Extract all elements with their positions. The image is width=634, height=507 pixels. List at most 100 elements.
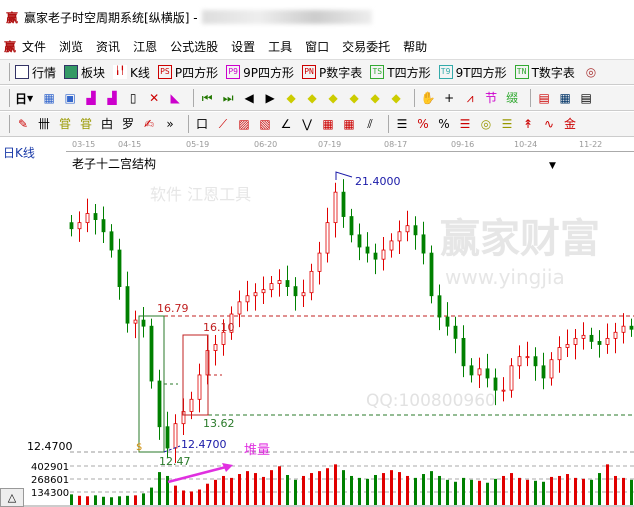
more-icon[interactable]: » <box>166 117 174 131</box>
calculator-icon[interactable]: ▦ <box>559 91 571 105</box>
angle-icon[interactable]: ∠ <box>280 117 292 131</box>
toolbar-button[interactable]: T9 9T四方形 <box>438 64 507 81</box>
menu-item[interactable]: 交易委托 <box>342 40 391 54</box>
toolbar-button[interactable]: 板块 <box>64 64 105 81</box>
pen-cursor-icon[interactable]: ✍ <box>143 117 155 131</box>
menu-item[interactable]: 窗口 <box>305 40 330 54</box>
volume-axis-label: 134300 <box>31 488 69 499</box>
fan-icon[interactable]: ⟋ <box>218 117 228 131</box>
toolbar-button[interactable]: PN P数字表 <box>302 64 362 81</box>
grid-icon[interactable]: ▦ <box>322 117 334 131</box>
gold-icon[interactable]: 金 <box>563 117 576 131</box>
candle-body <box>613 331 618 339</box>
cycle-icon[interactable]: 缀 <box>506 91 519 105</box>
expand-panel-button[interactable]: △ <box>0 488 24 507</box>
low-marker-line <box>163 445 181 453</box>
dollar-marker: $ <box>136 442 142 453</box>
menu-item[interactable]: 公式选股 <box>170 40 219 54</box>
first-icon[interactable]: ⏮ <box>201 91 213 105</box>
color-icon[interactable]: ◣ <box>170 91 180 105</box>
candle-body <box>245 295 250 303</box>
gold-circle-icon[interactable]: ◎ <box>480 117 492 131</box>
gann-tool3-icon[interactable]: 甴 <box>100 117 113 131</box>
candle-body <box>517 356 522 367</box>
toolbar-button[interactable]: P9 9P四方形 <box>226 64 294 81</box>
percent-fan-icon[interactable]: % <box>417 117 429 131</box>
parallel-icon[interactable]: ⫽ <box>367 117 373 131</box>
candle-body <box>333 191 338 224</box>
zigzag-icon[interactable]: ⋁ <box>302 117 312 131</box>
percent-lines-icon[interactable]: ☰ <box>459 117 471 131</box>
self-select-icon[interactable]: ▣ <box>64 91 76 105</box>
candle-body <box>285 280 290 288</box>
grid2-icon[interactable]: ▦ <box>343 117 355 131</box>
toolbar-button[interactable]: 行情 <box>15 64 56 81</box>
hand-icon[interactable]: ✋ <box>420 91 436 105</box>
right-icon[interactable]: ▶ <box>265 91 275 105</box>
crosshair-icon[interactable]: + <box>444 91 455 105</box>
candle-body <box>509 365 514 391</box>
volume-bar <box>558 475 561 505</box>
draw-icon[interactable]: ✕ <box>149 91 160 105</box>
pen-icon[interactable]: ✎ <box>17 117 29 131</box>
candle-type-icon[interactable]: ▯ <box>129 91 137 105</box>
toolbar-main: 行情 板块 ╽╿ K线 PS P四方形 P9 9P四方形 PN P数字表 TS T四方形 T9 9T四方形… <box>0 60 634 85</box>
watermark-sub: 软件 江恩工具 <box>150 185 251 204</box>
menu-item[interactable]: 资讯 <box>96 40 121 54</box>
period-select[interactable]: 日 ▼ <box>15 91 34 106</box>
volume-bar <box>526 479 529 505</box>
target-icon[interactable]: ◎ <box>585 65 597 79</box>
gann-tool1-icon[interactable]: 甞 <box>58 117 71 131</box>
period-label: 日K线 <box>3 146 35 160</box>
line-icon[interactable]: ⩘ <box>466 91 474 105</box>
candle-body <box>541 365 546 379</box>
gann-tool4-icon[interactable]: 罗 <box>121 117 134 131</box>
grid-lines-icon[interactable]: 卌 <box>37 117 50 131</box>
fan-box-icon[interactable]: ▨ <box>238 117 250 131</box>
kline-chart[interactable]: 赢家财富 www.yingjia 软件 江恩工具 QQ:100800960 21.400… <box>0 150 634 507</box>
zoom-right-icon[interactable]: ◆ <box>307 91 317 105</box>
blocks-icon <box>64 65 79 79</box>
festival-icon[interactable]: 节 <box>485 91 498 105</box>
wave-icon[interactable]: ∿ <box>543 117 555 131</box>
volume-bar <box>198 489 201 505</box>
gold-lines-icon[interactable]: ☰ <box>501 117 513 131</box>
menu-item[interactable]: 文件 <box>22 40 47 54</box>
price-axis-low: 12.4700 <box>27 440 73 453</box>
zoom-left-icon[interactable]: ◆ <box>286 91 296 105</box>
menu-item[interactable]: 设置 <box>231 40 256 54</box>
toolbar-button[interactable]: ╽╿ K线 <box>113 64 150 81</box>
date-tick: 09-16 <box>451 140 475 149</box>
percent-icon[interactable]: % <box>438 117 450 131</box>
zoom-in-icon[interactable]: ◆ <box>370 91 380 105</box>
menu-item[interactable]: 江恩 <box>133 40 158 54</box>
zoom-out-icon[interactable]: ◆ <box>391 91 401 105</box>
report-icon[interactable]: ▤ <box>580 91 592 105</box>
calendar-icon[interactable]: ▤ <box>538 91 550 105</box>
date-tick: 04-15 <box>118 140 142 149</box>
bars9-icon[interactable]: ▟ <box>107 91 117 105</box>
volume-bar <box>462 477 465 505</box>
left-icon[interactable]: ◀ <box>244 91 254 105</box>
toolbar-button[interactable]: TS T四方形 <box>370 64 431 81</box>
menu-item[interactable]: 帮助 <box>403 40 428 54</box>
arrow-tool-icon[interactable]: ↟ <box>522 117 534 131</box>
date-tick: 06-20 <box>254 140 278 149</box>
icon-t9-icon: T9 <box>438 65 453 79</box>
dropdown-arrow-icon[interactable]: ▼ <box>549 161 556 171</box>
menu-item[interactable]: 浏览 <box>59 40 84 54</box>
box-icon[interactable]: 口 <box>195 117 208 131</box>
ruler-icon[interactable]: ☰ <box>396 117 408 131</box>
menu-item[interactable]: 工具 <box>268 40 293 54</box>
fan-square-icon[interactable]: ▧ <box>259 117 271 131</box>
toolbar-button[interactable]: PS P四方形 <box>157 64 218 81</box>
expand-icon[interactable]: ◆ <box>328 91 338 105</box>
toolbar-button-label: P数字表 <box>319 65 363 80</box>
chart-overlay-icon[interactable]: ▦ <box>43 91 55 105</box>
bars3-icon[interactable]: ▟ <box>86 91 96 105</box>
shrink-icon[interactable]: ◆ <box>349 91 359 105</box>
candle-body <box>373 252 378 260</box>
toolbar-button[interactable]: TN T数字表 <box>514 64 575 81</box>
gann-tool2-icon[interactable]: 甞 <box>79 117 92 131</box>
last-icon[interactable]: ⏭ <box>222 91 234 105</box>
